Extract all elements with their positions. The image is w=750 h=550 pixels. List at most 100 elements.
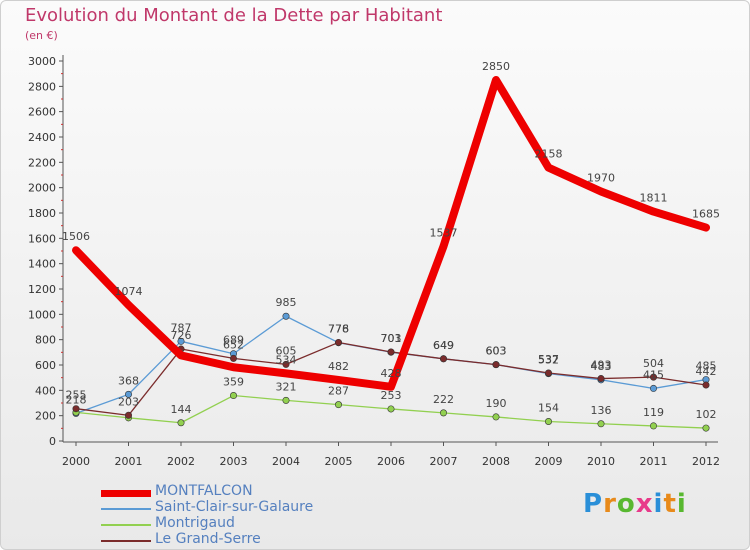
data-label: 154: [538, 401, 559, 414]
data-label: 649: [433, 339, 454, 352]
legend-label: MONTFALCON: [155, 483, 253, 499]
y-tick-label: 2600: [28, 106, 56, 119]
series-point-2: [230, 392, 238, 400]
series-point-3: [597, 375, 605, 383]
series-point-2: [334, 401, 342, 409]
data-label: 1506: [62, 230, 90, 243]
series-point-3: [334, 338, 342, 346]
series-point-1: [177, 337, 185, 345]
x-tick-label: 2012: [692, 455, 720, 468]
series-point-2: [702, 424, 710, 432]
data-label: 537: [538, 353, 559, 366]
series-point-3: [439, 355, 447, 363]
series-point-1: [125, 390, 133, 398]
y-tick-label: 2800: [28, 80, 56, 93]
data-label: 532: [538, 354, 559, 367]
series-point-2: [649, 422, 657, 430]
y-tick-label: 2400: [28, 131, 56, 144]
logo-letter: r: [603, 489, 617, 519]
data-label: 776: [328, 323, 349, 336]
data-label: 483: [591, 360, 612, 373]
y-tick-label: 2200: [28, 156, 56, 169]
y-tick-label: 200: [35, 410, 56, 423]
data-label: 689: [223, 334, 244, 347]
y-tick-label: 800: [35, 334, 56, 347]
series-point-3: [282, 360, 290, 368]
data-label: 222: [433, 393, 454, 406]
data-label: 603: [486, 345, 507, 358]
y-tick-label: 1200: [28, 283, 56, 296]
data-label: 287: [328, 385, 349, 398]
x-tick-label: 2007: [430, 455, 458, 468]
data-label: 703: [381, 332, 402, 345]
data-label: 136: [591, 404, 612, 417]
data-label: 428: [381, 367, 402, 380]
legend-swatch: [101, 524, 151, 526]
series-point-2: [544, 417, 552, 425]
data-label: 1685: [692, 208, 720, 221]
data-label: 485: [696, 360, 717, 373]
data-label: 2850: [482, 60, 510, 73]
data-label: 1970: [587, 171, 615, 184]
data-label: 102: [696, 408, 717, 421]
data-label: 1537: [430, 226, 458, 239]
logo-letter: i: [676, 489, 687, 519]
chart-title: Evolution du Montant de la Dette par Hab…: [25, 5, 443, 26]
data-label: 482: [328, 360, 349, 373]
logo-letter: o: [616, 489, 636, 519]
series-point-2: [282, 396, 290, 404]
series-point-3: [230, 354, 238, 362]
data-label: 119: [643, 406, 664, 419]
series-point-2: [492, 413, 500, 421]
logo-letter: i: [653, 489, 664, 519]
data-label: 368: [118, 374, 139, 387]
series-point-1: [282, 312, 290, 320]
y-tick-label: 1600: [28, 232, 56, 245]
data-label: 649: [433, 339, 454, 352]
x-tick-label: 2002: [167, 455, 195, 468]
data-label: 442: [696, 365, 717, 378]
data-label: 144: [171, 403, 192, 416]
data-label: 534: [276, 353, 297, 366]
series-point-3: [72, 405, 80, 413]
series-point-2: [597, 420, 605, 428]
y-tick-label: 400: [35, 384, 56, 397]
legend-swatch: [101, 489, 151, 497]
y-tick-label: 1800: [28, 207, 56, 220]
x-tick-label: 2011: [640, 455, 668, 468]
x-tick-label: 2010: [587, 455, 615, 468]
y-tick-label: 600: [35, 359, 56, 372]
data-label: 203: [118, 395, 139, 408]
data-label: 778: [328, 322, 349, 335]
data-label: 504: [643, 357, 664, 370]
series-line-0: [72, 76, 710, 391]
proxiti-logo: Proxiti: [583, 489, 687, 519]
legend-label: Montrigaud: [155, 515, 235, 531]
x-tick-label: 2005: [325, 455, 353, 468]
series-point-3: [702, 381, 710, 389]
data-label: 493: [591, 359, 612, 372]
data-label: 218: [66, 393, 87, 406]
x-tick-label: 2000: [62, 455, 90, 468]
series-point-2: [439, 409, 447, 417]
data-label: 985: [276, 296, 297, 309]
logo-letter: P: [583, 489, 604, 519]
series-point-3: [649, 373, 657, 381]
x-tick-label: 2004: [272, 455, 300, 468]
data-label: 605: [276, 344, 297, 357]
data-label: 726: [171, 329, 192, 342]
data-label: 1811: [640, 192, 668, 205]
data-label: 787: [171, 321, 192, 334]
chart-subtitle: (en €): [25, 29, 58, 42]
logo-letter: t: [663, 489, 677, 519]
data-label: 415: [643, 368, 664, 381]
x-tick-label: 2003: [220, 455, 248, 468]
data-label: 652: [223, 338, 244, 351]
series-point-3: [387, 348, 395, 356]
legend-swatch: [101, 540, 151, 542]
y-tick-label: 1400: [28, 258, 56, 271]
x-tick-label: 2008: [482, 455, 510, 468]
data-label: 321: [276, 380, 297, 393]
